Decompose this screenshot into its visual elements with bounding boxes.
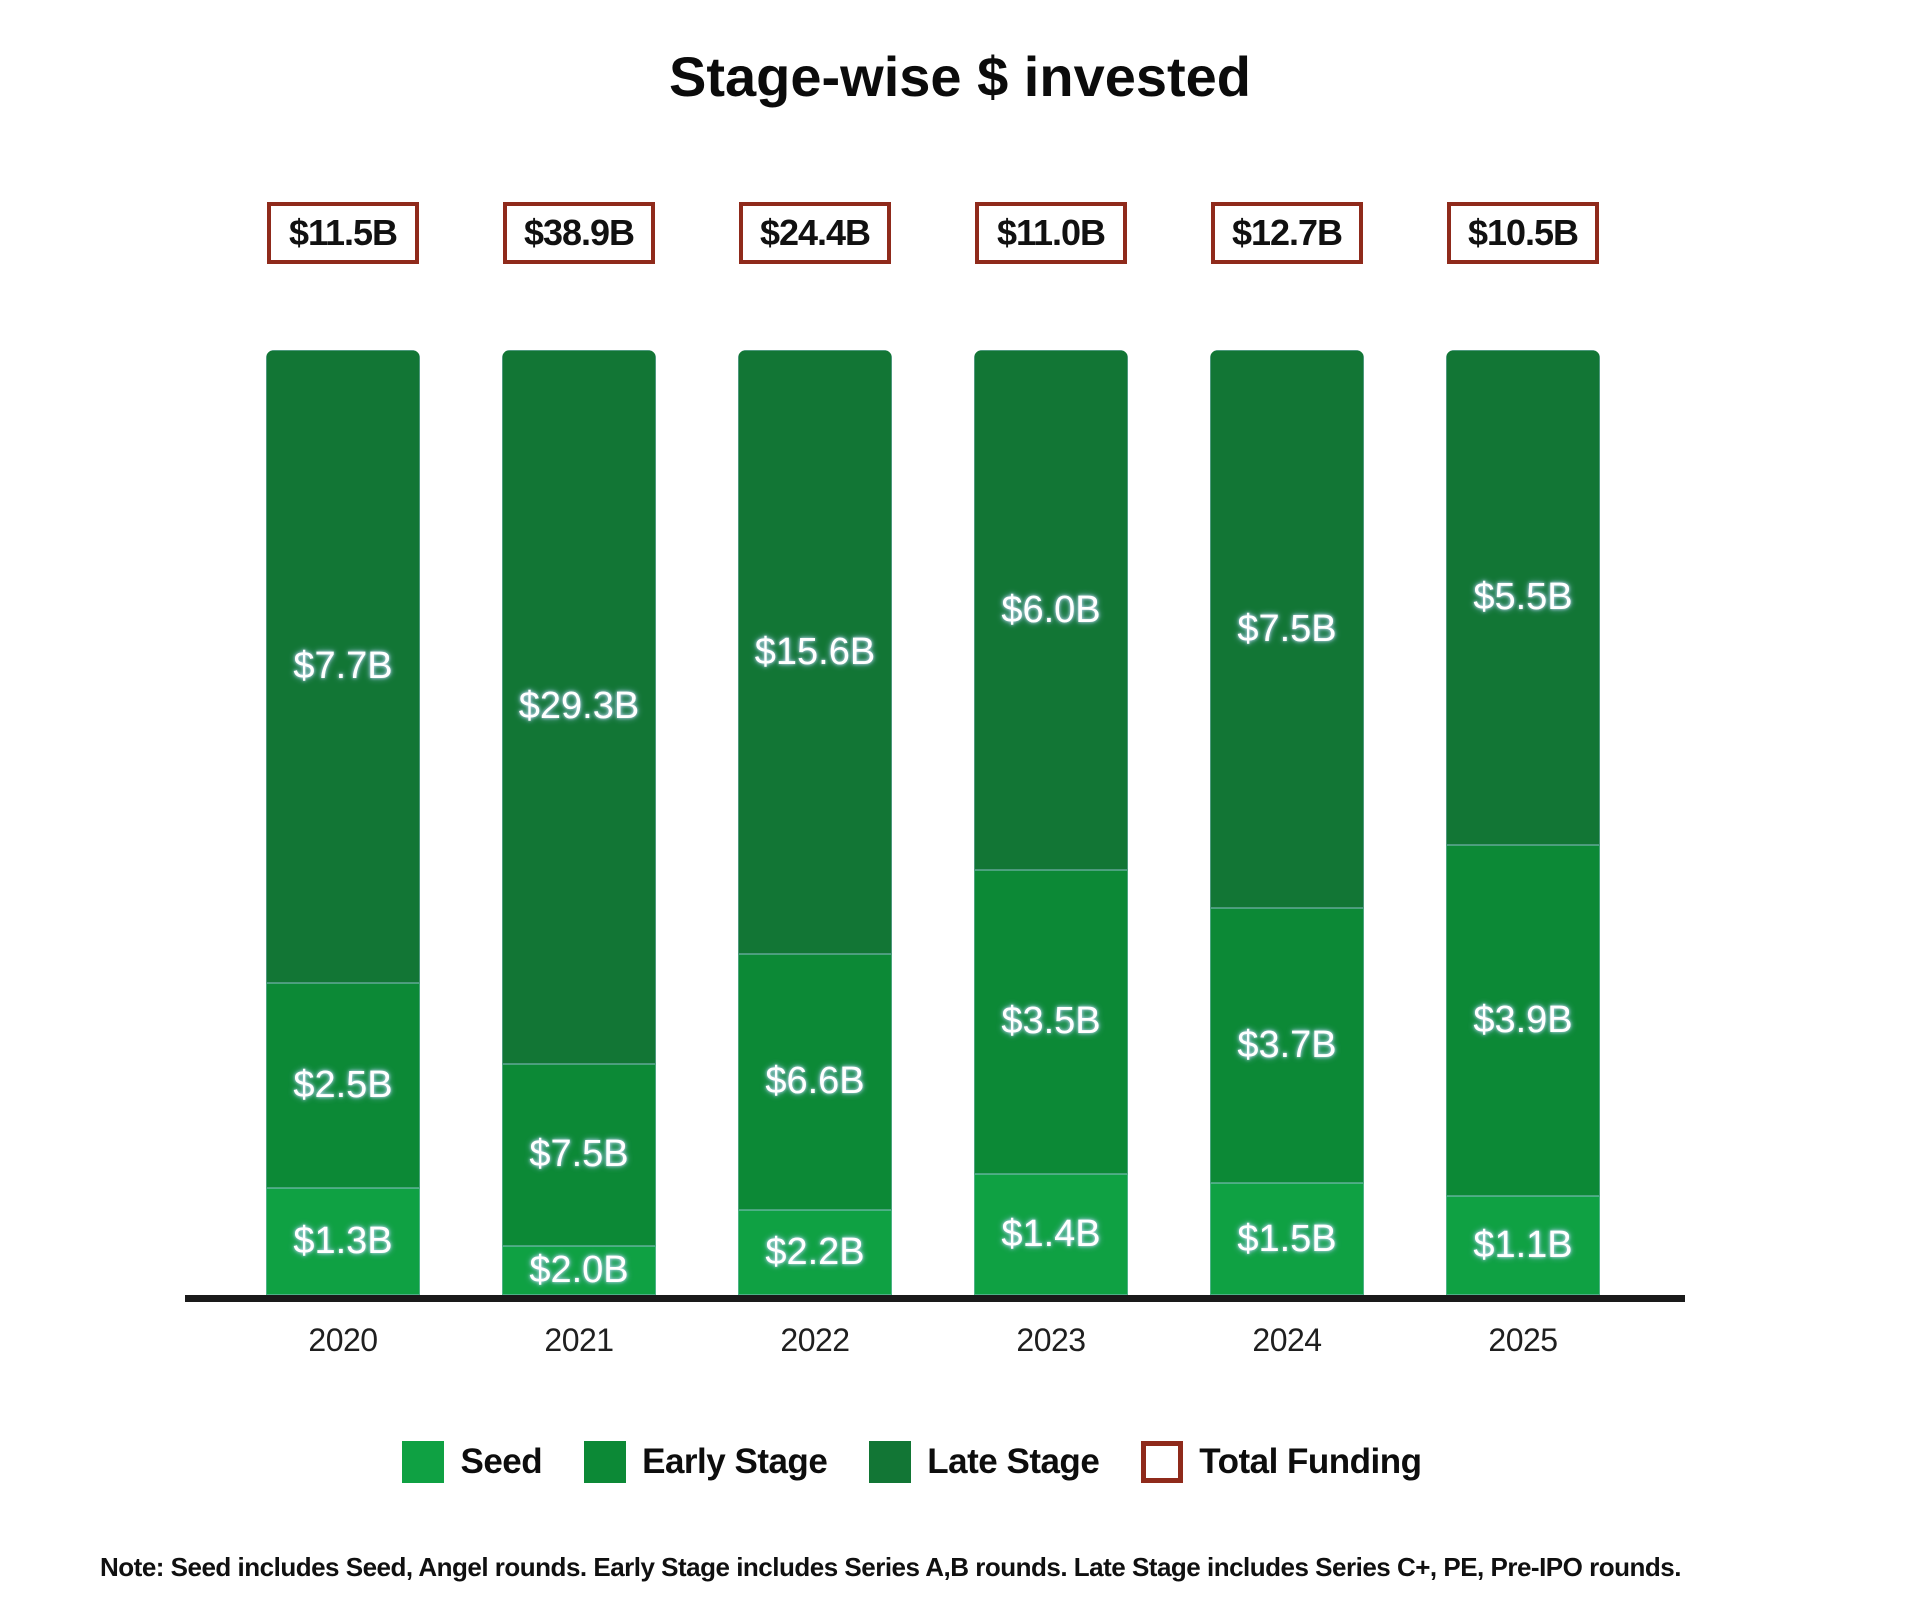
- total-funding-label: $38.9B: [523, 212, 635, 253]
- bar-value-label: $3.7B: [1237, 1024, 1337, 1067]
- total-funding-box-2021: $38.9B: [503, 202, 655, 264]
- bar-value-label: $15.6B: [754, 630, 876, 673]
- bar-value-label: $3.5B: [1001, 1000, 1101, 1043]
- bar-value-label: $6.6B: [765, 1060, 865, 1103]
- segment-seed-2024[interactable]: $1.5B: [1210, 1183, 1364, 1295]
- legend-item-late-stage[interactable]: Late Stage: [869, 1441, 1100, 1483]
- bar-value-label: $5.5B: [1473, 576, 1573, 618]
- x-axis-label-2024: 2024: [1252, 1322, 1322, 1358]
- chart-area: $11.5B $38.9B $24.4B $11.0B $12.7B $10.5B $7.…: [185, 202, 1685, 1359]
- x-axis-label-2022: 2022: [780, 1322, 850, 1358]
- bar-value-label: $1.5B: [1237, 1217, 1337, 1260]
- legend-label: Late Stage: [927, 1442, 1100, 1481]
- bar-value-label: $1.4B: [1001, 1212, 1101, 1255]
- bar-value-label: $1.3B: [293, 1220, 393, 1263]
- stacked-bar-2022: $15.6B $6.6B $2.2B: [738, 350, 892, 1295]
- chart-legend: Seed Early Stage Late Stage Total Funding: [0, 1441, 1872, 1483]
- x-axis-labels: 2020 2021 2022 2023 2024 2025: [185, 1322, 1685, 1359]
- total-funding-label: $10.5B: [1467, 212, 1579, 253]
- bar-value-label: $7.5B: [1237, 607, 1337, 650]
- x-axis-label-2021: 2021: [544, 1322, 614, 1358]
- legend-swatch-early-stage-icon: [584, 1441, 627, 1483]
- total-funding-box-2020: $11.5B: [267, 202, 419, 264]
- legend-swatch-late-stage-icon: [869, 1441, 912, 1483]
- bar-value-label: $2.5B: [293, 1063, 393, 1106]
- bar-value-label: $2.2B: [765, 1230, 865, 1273]
- stacked-bar-2023: $6.0B $3.5B $1.4B: [974, 350, 1128, 1295]
- segment-late-stage-2021[interactable]: $29.3B: [502, 350, 656, 1064]
- stacked-bar-2025: $5.5B $3.9B $1.1B: [1446, 350, 1600, 1295]
- chart-title: Stage-wise $ invested: [668, 45, 1251, 108]
- segment-seed-2025[interactable]: $1.1B: [1446, 1196, 1600, 1295]
- segment-early-stage-2022[interactable]: $6.6B: [738, 954, 892, 1210]
- x-axis-label-2023: 2023: [1016, 1322, 1086, 1358]
- bar-value-label: $7.7B: [293, 644, 393, 687]
- segment-late-stage-2022[interactable]: $15.6B: [738, 350, 892, 955]
- segment-seed-2022[interactable]: $2.2B: [738, 1209, 892, 1295]
- x-axis-label-2025: 2025: [1488, 1322, 1558, 1358]
- x-axis-label-2020: 2020: [308, 1322, 378, 1358]
- legend-swatch-seed-icon: [402, 1441, 445, 1483]
- segment-late-stage-2023[interactable]: $6.0B: [974, 350, 1128, 871]
- segment-early-stage-2024[interactable]: $3.7B: [1210, 908, 1364, 1184]
- legend-label: Early Stage: [642, 1442, 828, 1481]
- segment-early-stage-2021[interactable]: $7.5B: [502, 1063, 656, 1247]
- footnote: Note: Seed includes Seed, Angel rounds. …: [100, 1552, 1681, 1582]
- bar-value-label: $29.3B: [518, 685, 640, 728]
- bar-value-label: $6.0B: [1001, 588, 1101, 631]
- x-axis-line: [185, 1295, 1685, 1302]
- segment-late-stage-2024[interactable]: $7.5B: [1210, 350, 1364, 909]
- legend-label: Seed: [460, 1442, 543, 1481]
- legend-item-total-funding[interactable]: Total Funding: [1141, 1441, 1422, 1483]
- bars-row: $7.7B $2.5B $1.3B $29.3B $7.5B $2.0B $15.6B $6.…: [185, 350, 1685, 1295]
- segment-seed-2023[interactable]: $1.4B: [974, 1173, 1128, 1295]
- total-funding-box-2023: $11.0B: [975, 202, 1127, 264]
- total-funding-label: $11.5B: [288, 212, 398, 253]
- total-funding-label: $12.7B: [1231, 212, 1343, 253]
- total-funding-box-2024: $12.7B: [1211, 202, 1363, 264]
- total-funding-box-2022: $24.4B: [739, 202, 891, 264]
- stacked-bar-2024: $7.5B $3.7B $1.5B: [1210, 350, 1364, 1295]
- total-funding-label: $24.4B: [759, 212, 871, 253]
- segment-late-stage-2020[interactable]: $7.7B: [266, 350, 420, 983]
- total-funding-row: $11.5B $38.9B $24.4B $11.0B $12.7B $10.5B: [185, 202, 1685, 264]
- total-funding-label: $11.0B: [996, 212, 1106, 253]
- stacked-bar-2020: $7.7B $2.5B $1.3B: [266, 350, 420, 1295]
- segment-late-stage-2025[interactable]: $5.5B: [1446, 350, 1600, 845]
- bar-value-label: $3.9B: [1473, 999, 1573, 1041]
- bar-value-label: $7.5B: [529, 1133, 629, 1176]
- stacked-bar-2021: $29.3B $7.5B $2.0B: [502, 350, 656, 1295]
- total-funding-box-2025: $10.5B: [1447, 202, 1599, 264]
- segment-early-stage-2025[interactable]: $3.9B: [1446, 845, 1600, 1196]
- bar-value-label: $1.1B: [1473, 1224, 1573, 1266]
- segment-early-stage-2023[interactable]: $3.5B: [974, 870, 1128, 1174]
- legend-swatch-total-funding-icon: [1141, 1441, 1184, 1483]
- segment-early-stage-2020[interactable]: $2.5B: [266, 982, 420, 1189]
- segment-seed-2021[interactable]: $2.0B: [502, 1246, 656, 1295]
- legend-item-seed[interactable]: Seed: [402, 1441, 543, 1483]
- legend-label: Total Funding: [1199, 1442, 1422, 1481]
- bar-value-label: $2.0B: [529, 1249, 629, 1292]
- segment-seed-2020[interactable]: $1.3B: [266, 1188, 420, 1295]
- legend-item-early-stage[interactable]: Early Stage: [584, 1441, 828, 1483]
